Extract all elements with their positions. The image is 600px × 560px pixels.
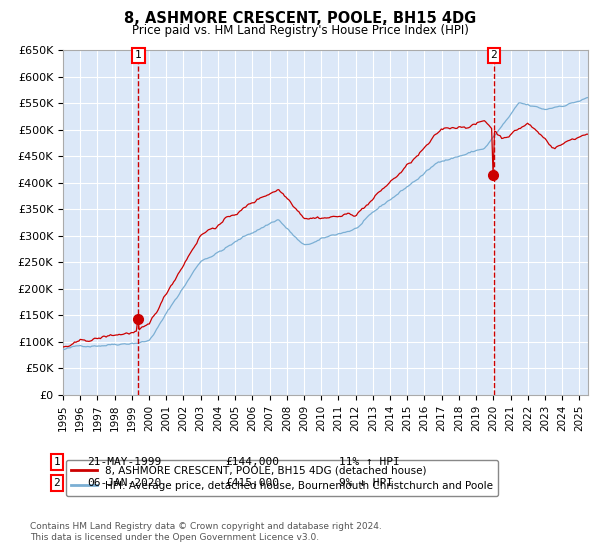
Text: 21-MAY-1999: 21-MAY-1999	[87, 457, 161, 467]
Text: 06-JAN-2020: 06-JAN-2020	[87, 478, 161, 488]
Text: £144,000: £144,000	[225, 457, 279, 467]
Text: 1: 1	[135, 50, 142, 60]
Legend: 8, ASHMORE CRESCENT, POOLE, BH15 4DG (detached house), HPI: Average price, detac: 8, ASHMORE CRESCENT, POOLE, BH15 4DG (de…	[65, 460, 499, 496]
Text: 9% ↓ HPI: 9% ↓ HPI	[339, 478, 393, 488]
Text: This data is licensed under the Open Government Licence v3.0.: This data is licensed under the Open Gov…	[30, 533, 319, 542]
Text: £415,000: £415,000	[225, 478, 279, 488]
Text: 8, ASHMORE CRESCENT, POOLE, BH15 4DG: 8, ASHMORE CRESCENT, POOLE, BH15 4DG	[124, 11, 476, 26]
Text: 2: 2	[53, 478, 61, 488]
Text: Price paid vs. HM Land Registry's House Price Index (HPI): Price paid vs. HM Land Registry's House …	[131, 24, 469, 36]
Text: 11% ↑ HPI: 11% ↑ HPI	[339, 457, 400, 467]
Text: 2: 2	[490, 50, 497, 60]
Text: 1: 1	[53, 457, 61, 467]
Text: Contains HM Land Registry data © Crown copyright and database right 2024.: Contains HM Land Registry data © Crown c…	[30, 522, 382, 531]
